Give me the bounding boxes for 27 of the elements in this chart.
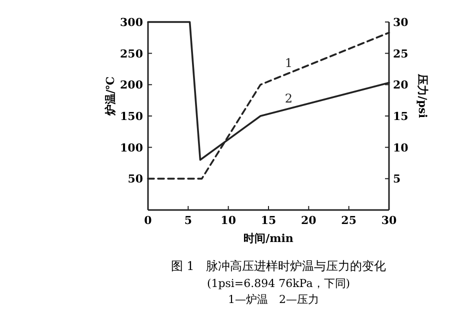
y-tick-label: 100 <box>120 141 144 154</box>
x-tick-label: 15 <box>260 214 276 227</box>
y2-tick-label: 15 <box>393 110 408 123</box>
y2-tick-label: 25 <box>393 47 408 60</box>
x-tick-label: 5 <box>184 214 192 227</box>
series-label: 2 <box>284 92 293 106</box>
y-tick-label: 50 <box>128 172 144 186</box>
y-tick-label: 250 <box>120 47 144 60</box>
y2-tick-label: 10 <box>393 141 409 154</box>
x-tick-label: 25 <box>341 214 356 227</box>
x-axis-title: 时间/min <box>244 232 294 245</box>
y2-tick-label: 5 <box>393 172 401 186</box>
y2-tick-label: 20 <box>393 78 409 92</box>
x-tick-label: 0 <box>144 214 152 227</box>
text: (1psi=6.894 76kPa，下同) <box>206 277 350 290</box>
series-label: 1 <box>284 56 293 70</box>
x-tick-label: 20 <box>301 214 317 227</box>
text: 1—炉温 2—压力 <box>228 293 319 306</box>
y-tick-label: 200 <box>120 78 144 92</box>
y2-tick-label: 30 <box>393 16 409 29</box>
y-tick-label: 300 <box>120 16 144 29</box>
text: 图 1 脉冲高压进样时炉温与压力的变化 <box>170 259 386 273</box>
y2-axis-title: 压力/psi <box>416 72 429 118</box>
x-tick-label: 10 <box>220 214 236 227</box>
y-tick-label: 150 <box>120 110 144 123</box>
y-axis-title: 炉温/℃ <box>104 76 117 117</box>
x-tick-label: 30 <box>381 214 397 227</box>
